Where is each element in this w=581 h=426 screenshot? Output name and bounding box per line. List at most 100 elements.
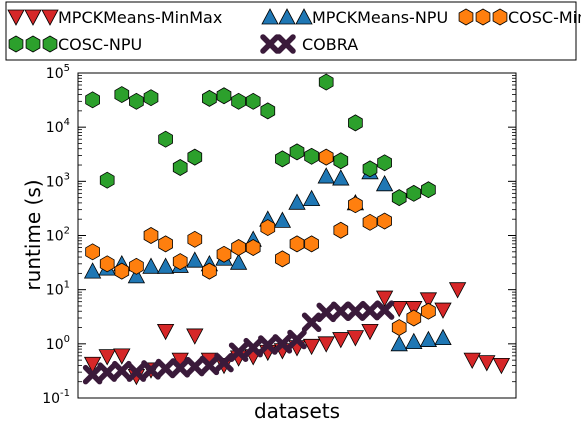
legend-label: COSC-NPU (58, 35, 142, 54)
data-point (97, 362, 117, 382)
data-point (405, 301, 423, 318)
data-point (170, 358, 190, 378)
data-point (83, 356, 102, 374)
data-point (158, 130, 173, 148)
data-point (228, 342, 249, 362)
data-point (345, 301, 366, 321)
data-point (360, 300, 380, 321)
data-point (260, 219, 276, 237)
y-tick-exponent: 2 (64, 226, 70, 237)
y-tick-base: 10 (46, 283, 64, 299)
data-point (333, 221, 349, 239)
data-point (158, 235, 173, 253)
data-point (331, 301, 351, 321)
data-point (98, 349, 116, 366)
data-point (434, 328, 452, 346)
data-point (375, 290, 394, 307)
legend-marker (8, 35, 24, 53)
data-point (172, 253, 188, 271)
data-point (82, 364, 103, 385)
data-point (229, 253, 248, 270)
data-point (142, 257, 160, 274)
data-point (304, 147, 319, 165)
data-point (185, 356, 205, 377)
data-point (304, 235, 319, 253)
legend-marker (42, 35, 58, 53)
y-tick-exponent: 3 (64, 171, 70, 182)
data-point (318, 73, 334, 91)
data-point (492, 357, 511, 375)
data-point (289, 235, 305, 253)
data-point (362, 213, 378, 231)
data-point (478, 355, 496, 372)
legend-item: COSC-NPU (8, 35, 142, 54)
data-point (391, 319, 407, 336)
legend-marker (260, 34, 280, 54)
data-point (202, 89, 217, 107)
legend-item: COSC-MinMax (458, 8, 581, 27)
data-point (377, 212, 392, 230)
data-point (406, 309, 422, 327)
data-marks (82, 73, 511, 386)
data-point (99, 255, 115, 273)
series-cosc-minmax (85, 148, 436, 336)
y-axis-label: runtime (s) (21, 179, 45, 290)
data-point (186, 251, 204, 268)
data-point (112, 360, 132, 381)
data-point (316, 302, 336, 323)
y-tick-base: 10 (46, 337, 64, 353)
legend-item: MPCKMeans-MinMax (7, 8, 222, 27)
data-point (362, 160, 378, 178)
data-point (172, 159, 188, 176)
legend-marker (7, 9, 25, 26)
data-point (85, 91, 100, 109)
data-point (406, 184, 422, 202)
data-point (302, 189, 321, 206)
data-point (273, 211, 292, 228)
legend-marker (276, 34, 296, 54)
y-tick-base: 10 (46, 174, 64, 190)
data-point (156, 257, 175, 274)
data-point (243, 337, 263, 358)
y-tick-exponent: 0 (64, 334, 70, 345)
y-tick-base: 10 (46, 229, 64, 245)
data-point (129, 257, 144, 275)
data-point (421, 302, 436, 320)
data-point (127, 266, 146, 284)
y-tick-base: 10 (46, 66, 64, 82)
y-tick-label: 100 (46, 334, 70, 353)
data-point (231, 239, 246, 256)
data-point (202, 262, 217, 280)
data-point (374, 300, 395, 320)
data-point (126, 362, 147, 382)
data-point (287, 329, 307, 350)
data-point (302, 338, 321, 356)
y-tick-base: 10 (42, 391, 60, 407)
data-point (288, 193, 306, 210)
legend-marker (295, 8, 313, 25)
legend-label: MPCKMeans-MinMax (58, 8, 222, 27)
data-point (419, 330, 438, 347)
y-tick-label: 104 (46, 117, 70, 136)
y-tick-exponent: -1 (60, 388, 70, 399)
data-point (199, 355, 220, 376)
data-point (318, 148, 334, 166)
legend-label: COSC-MinMax (508, 8, 581, 27)
legend-marker (492, 8, 508, 26)
data-point (143, 89, 159, 107)
data-point (421, 181, 436, 199)
data-point (405, 332, 423, 349)
y-tick-label: 105 (46, 63, 70, 82)
legend-marker (278, 8, 296, 25)
legend-marker (458, 8, 474, 26)
y-tick-exponent: 1 (64, 280, 70, 291)
data-point (275, 150, 290, 168)
legend-marker (261, 8, 279, 25)
data-point (85, 243, 100, 261)
data-point (214, 352, 234, 373)
data-point (317, 167, 335, 184)
legend-item: COBRA (260, 34, 358, 54)
legend-marker (25, 35, 41, 53)
y-tick-exponent: 5 (64, 63, 70, 74)
